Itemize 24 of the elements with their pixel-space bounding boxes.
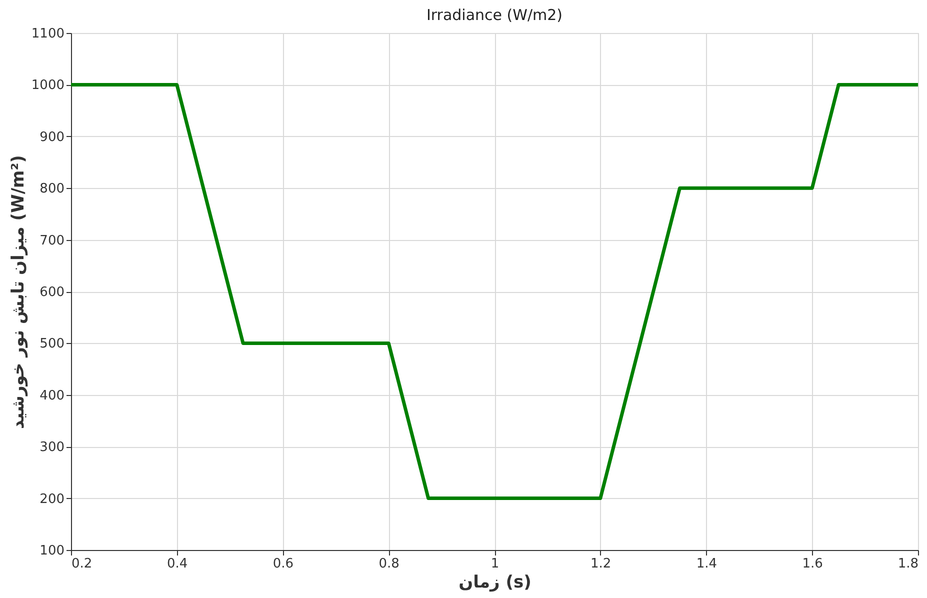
y-tick-label: 800 xyxy=(40,182,64,197)
y-tick-label: 100 xyxy=(40,544,64,558)
x-tick-label: 0.4 xyxy=(167,556,188,572)
y-tick-label: 700 xyxy=(40,233,64,248)
y-tick-label: 1100 xyxy=(31,26,64,42)
y-tick-label: 600 xyxy=(40,285,64,300)
y-tick-label: 900 xyxy=(40,130,64,145)
x-tick-label: 0.6 xyxy=(272,556,294,572)
y-tick-label: 500 xyxy=(40,336,64,352)
x-tick-label: 0.2 xyxy=(72,556,92,572)
x-tick-label: 1.6 xyxy=(802,556,823,572)
y-tick-label: 300 xyxy=(40,440,64,456)
x-axis-title: زمان (s) xyxy=(458,572,532,592)
y-tick-label: 400 xyxy=(40,388,64,404)
y-tick-label: 1000 xyxy=(31,78,64,94)
line-series xyxy=(71,82,918,500)
x-tick-label: 0.8 xyxy=(378,556,400,572)
x-tick-label: 1.2 xyxy=(590,556,612,572)
y-axis-title: میزان تابش نور خورشید (W/m²) xyxy=(8,155,28,429)
x-tick-label: 1.4 xyxy=(696,556,718,572)
chart-title: Irradiance (W/m2) xyxy=(426,6,563,24)
y-tick-label: 200 xyxy=(40,492,64,507)
x-tick-label: 1 xyxy=(490,556,500,572)
x-tick-label: 1.8 xyxy=(898,556,918,572)
